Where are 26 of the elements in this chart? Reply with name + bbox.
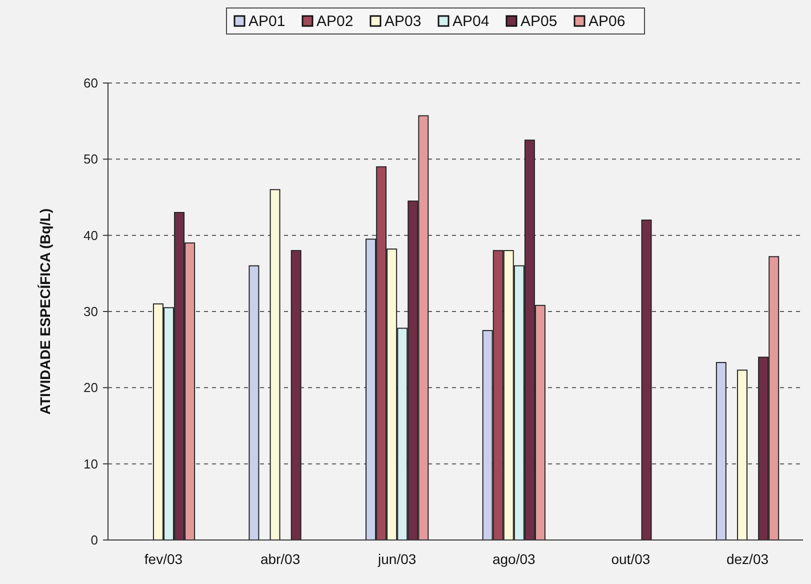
y-tick-label: 0 — [90, 532, 98, 548]
y-tick-label: 60 — [84, 76, 98, 91]
legend-label: AP01 — [248, 13, 286, 30]
y-tick-label: 10 — [84, 456, 98, 472]
x-tick-label: abr/03 — [260, 551, 300, 567]
y-tick-label: 50 — [84, 152, 98, 167]
legend-label: AP05 — [520, 13, 558, 30]
bar — [248, 265, 260, 540]
x-tick-label: dez/03 — [726, 551, 769, 567]
legend-label: AP04 — [452, 13, 490, 30]
bar — [290, 250, 302, 540]
bar — [737, 370, 748, 540]
bar — [270, 189, 280, 540]
bar — [716, 362, 726, 540]
x-tick-label: jun/03 — [377, 551, 416, 567]
legend-label: AP02 — [316, 13, 354, 30]
bar — [641, 220, 652, 540]
x-tick-label: out/03 — [611, 551, 650, 567]
y-tick-label: 20 — [84, 380, 98, 396]
y-tick-label: 30 — [84, 304, 98, 320]
legend-label: AP06 — [588, 13, 626, 30]
legend-label: AP03 — [384, 13, 422, 30]
x-tick-label: fev/03 — [144, 551, 183, 567]
x-tick-label: ago/03 — [492, 551, 536, 567]
y-axis-title: ATIVIDADE ESPECÍFICA (Bq/L) — [37, 208, 53, 415]
y-tick-label: 40 — [84, 228, 98, 243]
